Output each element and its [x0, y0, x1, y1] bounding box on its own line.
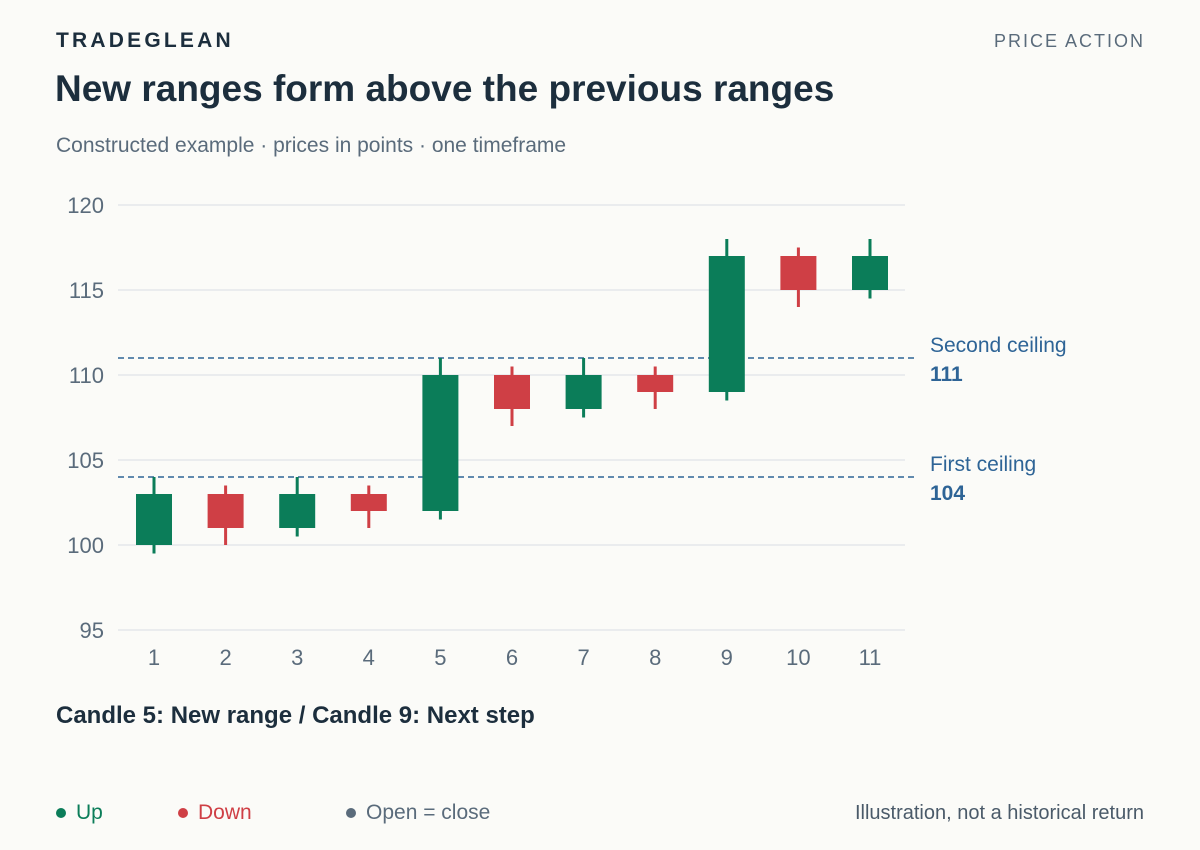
ceiling-lines: [118, 357, 918, 478]
x-tick-label: 1: [148, 645, 160, 670]
brand-logo-text: TRADEGLEAN: [56, 29, 234, 52]
candle-5: [422, 358, 459, 520]
candle-6: [494, 366, 530, 426]
up-dot-icon: [56, 808, 66, 818]
x-tick-label: 8: [649, 645, 661, 670]
candle-body: [708, 256, 745, 392]
candle-10: [780, 247, 817, 307]
section-label: PRICE ACTION: [993, 31, 1145, 51]
y-tick-label: 110: [69, 363, 104, 388]
candle-body: [207, 494, 244, 528]
candle-body: [852, 256, 888, 290]
candle-9: [708, 239, 745, 401]
candle-body: [565, 375, 602, 409]
flat-dot-icon: [346, 808, 356, 818]
candle-7: [565, 358, 602, 418]
x-tick-label: 3: [291, 645, 303, 670]
candle-1: [136, 477, 172, 554]
x-tick-label: 4: [363, 645, 375, 670]
y-tick-label: 95: [80, 618, 104, 643]
legend-flat: Open = close: [346, 801, 490, 825]
x-tick-label: 10: [786, 645, 810, 670]
legend-up-label: Up: [76, 801, 103, 824]
candle-2: [207, 485, 244, 545]
x-tick-label: 11: [859, 645, 882, 670]
grid-lines: [118, 204, 905, 631]
y-tick-label: 105: [67, 448, 104, 473]
ceiling-label: Second ceiling: [930, 334, 1067, 357]
candle-body: [350, 494, 387, 511]
ceiling-label: First ceiling: [930, 453, 1036, 476]
chart-caption: Candle 5: New range / Candle 9: Next ste…: [56, 702, 535, 729]
chart-title: New ranges form above the previous range…: [55, 68, 835, 109]
y-axis-ticks: 95 100 105 110 115 120: [67, 193, 104, 643]
candle-3: [279, 477, 316, 537]
candle-4: [350, 485, 387, 528]
x-tick-label: 2: [219, 645, 231, 670]
candle-8: [637, 366, 674, 409]
legend-down-label: Down: [198, 801, 252, 824]
ceiling-value: 104: [930, 482, 965, 505]
x-tick-label: 6: [506, 645, 518, 670]
candle-body: [637, 375, 674, 392]
y-tick-label: 115: [69, 278, 104, 303]
candle-body: [780, 256, 817, 290]
candle-11: [852, 239, 888, 299]
y-tick-label: 100: [67, 533, 104, 558]
legend-down: Down: [178, 801, 252, 825]
chart-subtitle: Constructed example · prices in points ·…: [56, 134, 567, 157]
candle-body: [494, 375, 530, 409]
candles: [136, 239, 888, 554]
y-tick-label: 120: [67, 193, 104, 218]
x-tick-label: 7: [577, 645, 589, 670]
legend-flat-label: Open = close: [366, 801, 491, 824]
candle-body: [422, 375, 459, 511]
disclaimer-note: Illustration, not a historical return: [854, 802, 1144, 824]
candlestick-chart: 95 100 105 110 115 120 1 2 3 4 5 6 7 8 9 10 11 First ce…: [67, 193, 1067, 670]
candle-body: [136, 494, 172, 545]
candle-body: [279, 494, 316, 528]
down-dot-icon: [178, 808, 188, 818]
ceiling-labels: First ceiling 104 Second ceiling 111: [930, 334, 1067, 505]
x-tick-label: 5: [434, 645, 446, 670]
legend-up: Up: [56, 801, 103, 825]
x-tick-label: 9: [721, 645, 733, 670]
ceiling-value: 111: [930, 363, 963, 386]
x-axis-ticks: 1 2 3 4 5 6 7 8 9 10 11: [148, 645, 882, 670]
